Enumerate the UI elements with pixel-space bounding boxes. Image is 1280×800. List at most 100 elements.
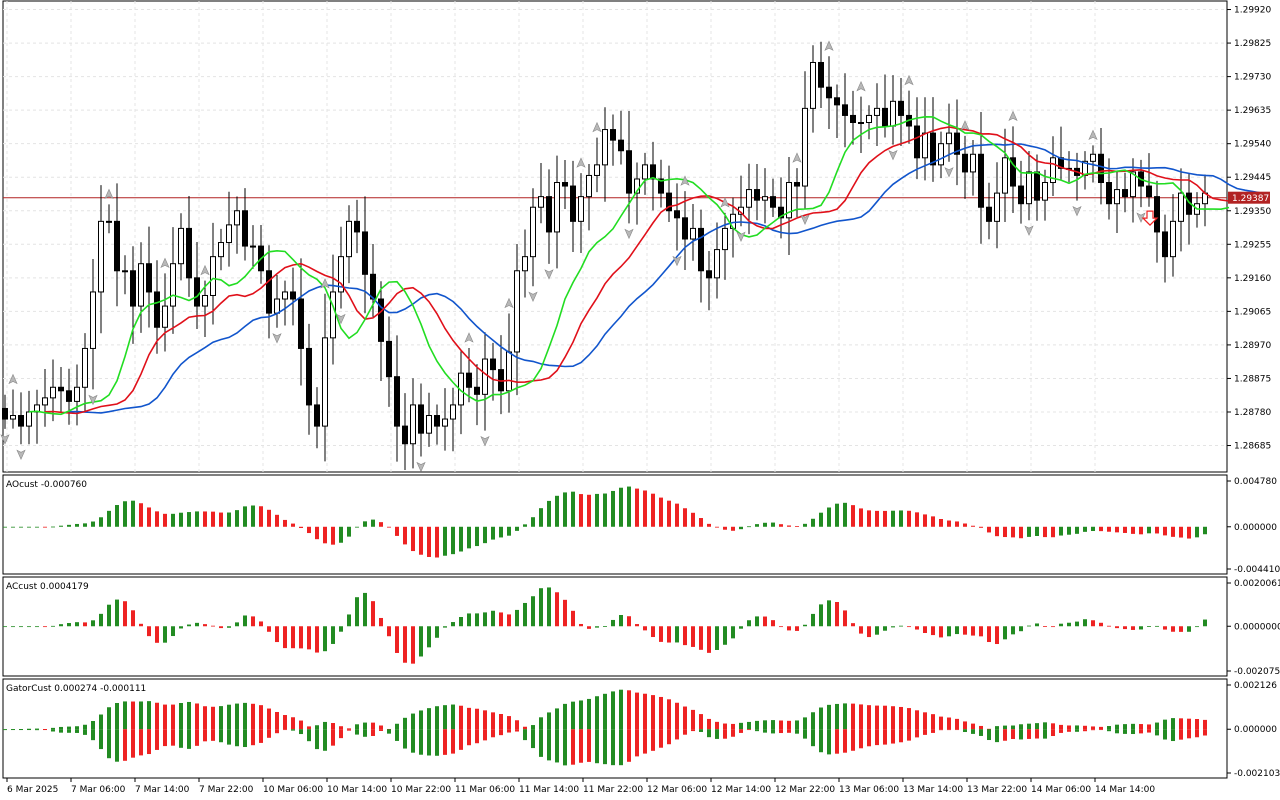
histogram-bar bbox=[419, 626, 423, 657]
histogram-bar bbox=[403, 729, 407, 749]
candle bbox=[266, 245, 272, 339]
histogram-bar bbox=[603, 493, 607, 527]
histogram-bar bbox=[219, 706, 223, 730]
histogram-bar bbox=[443, 626, 447, 628]
histogram-bar bbox=[899, 706, 903, 730]
histogram-bar bbox=[619, 614, 623, 627]
up-fractal bbox=[200, 264, 210, 276]
histogram-bar bbox=[331, 729, 335, 746]
axis-tick-label: -0.002103 bbox=[1234, 769, 1280, 779]
gator-pane-title: GatorCust 0.000274 -0.000111 bbox=[6, 684, 146, 694]
price-tick-label: 1.29350 bbox=[1234, 207, 1271, 217]
up-fractal bbox=[824, 40, 834, 51]
histogram-bar bbox=[1075, 526, 1079, 534]
histogram-bar bbox=[675, 626, 679, 643]
histogram-bar bbox=[819, 604, 823, 627]
histogram-bar bbox=[995, 526, 999, 537]
histogram-bar bbox=[75, 523, 79, 527]
histogram-bar bbox=[539, 508, 543, 527]
histogram-bar bbox=[19, 526, 23, 528]
price-tick-label: 1.29825 bbox=[1234, 39, 1271, 49]
ao-axis: 0.004780 0.000000 -0.004410 bbox=[1227, 477, 1280, 575]
histogram-bar bbox=[859, 704, 863, 730]
histogram-bar bbox=[259, 729, 263, 743]
histogram-bar bbox=[1011, 526, 1015, 538]
histogram-bar bbox=[947, 729, 951, 731]
histogram-bar bbox=[835, 602, 839, 627]
histogram-bar bbox=[1027, 526, 1031, 537]
histogram-bar bbox=[59, 624, 63, 627]
histogram-bar bbox=[299, 729, 303, 735]
histogram-bar bbox=[683, 706, 687, 730]
histogram-bar bbox=[1131, 526, 1135, 534]
histogram-bar bbox=[1115, 724, 1119, 730]
histogram-bar bbox=[475, 613, 479, 627]
histogram-bar bbox=[763, 522, 767, 527]
histogram-bar bbox=[291, 717, 295, 730]
histogram-bar bbox=[907, 708, 911, 730]
histogram-bar bbox=[587, 494, 591, 527]
histogram-bar bbox=[595, 493, 599, 527]
histogram-bar bbox=[691, 512, 695, 527]
histogram-bar bbox=[1083, 729, 1087, 732]
histogram-bar bbox=[539, 717, 543, 730]
histogram-bar bbox=[179, 626, 183, 629]
histogram-bar bbox=[691, 709, 695, 730]
up-fractal bbox=[104, 188, 114, 200]
histogram-bar bbox=[387, 626, 391, 637]
histogram-bar bbox=[443, 729, 447, 755]
histogram-bar bbox=[123, 601, 127, 627]
histogram-bar bbox=[1171, 729, 1175, 742]
histogram-bar bbox=[1195, 626, 1199, 628]
histogram-bar bbox=[603, 693, 607, 730]
histogram-bar bbox=[395, 729, 399, 741]
histogram-bar bbox=[83, 724, 87, 730]
histogram-bar bbox=[1051, 526, 1055, 538]
histogram-bar bbox=[987, 626, 991, 643]
ac-pane[interactable]: ACcust 0.0004179 0.0020061 0.0000000 -0.00… bbox=[2, 576, 1280, 677]
histogram-bar bbox=[547, 729, 551, 761]
histogram-bar bbox=[115, 599, 119, 627]
histogram-bar bbox=[459, 729, 463, 750]
axis-tick-label: -0.004410 bbox=[1234, 565, 1280, 575]
histogram-bar bbox=[811, 613, 815, 627]
histogram-bar bbox=[171, 513, 175, 527]
candle bbox=[466, 348, 472, 403]
time-tick-label: 11 Mar 22:00 bbox=[583, 785, 643, 795]
histogram-bar bbox=[419, 729, 423, 755]
histogram-bar bbox=[715, 729, 719, 739]
candle bbox=[1178, 168, 1184, 252]
candle bbox=[354, 199, 360, 254]
sell-arrow bbox=[1141, 210, 1159, 226]
histogram-bar bbox=[899, 625, 903, 627]
down-fractal bbox=[88, 394, 98, 406]
ao-pane-frame bbox=[2, 474, 1228, 575]
histogram-bar bbox=[1171, 526, 1175, 537]
histogram-bar bbox=[371, 601, 375, 627]
histogram-bar bbox=[531, 517, 535, 527]
candle bbox=[1154, 180, 1160, 263]
ao-pane[interactable]: AOcust -0.000760 0.004780 0.000000 -0.0044… bbox=[2, 474, 1280, 575]
histogram-bar bbox=[507, 729, 511, 733]
histogram-bar bbox=[747, 620, 751, 627]
histogram-bar bbox=[411, 626, 415, 664]
histogram-bar bbox=[499, 729, 503, 736]
histogram-bar bbox=[107, 707, 111, 730]
price-tick-label: 1.28780 bbox=[1234, 408, 1271, 418]
candle bbox=[962, 135, 968, 199]
candle bbox=[1018, 160, 1024, 224]
histogram-bar bbox=[987, 728, 991, 730]
histogram-bar bbox=[971, 525, 975, 527]
histogram-bar bbox=[763, 729, 767, 733]
histogram-bar bbox=[891, 729, 895, 744]
candle bbox=[706, 250, 712, 311]
candle bbox=[362, 196, 368, 314]
gator-pane-frame bbox=[2, 678, 1228, 779]
histogram-bar bbox=[699, 626, 703, 650]
histogram-bar bbox=[27, 728, 31, 730]
histogram-bar bbox=[483, 526, 487, 544]
main-pane[interactable]: 1.29920 1.29825 1.29730 1.29635 1.29540 1.294… bbox=[0, 0, 1271, 473]
gator-pane[interactable]: GatorCust 0.000274 -0.000111 0.0021260.0… bbox=[2, 678, 1280, 779]
histogram-bar bbox=[211, 706, 215, 730]
